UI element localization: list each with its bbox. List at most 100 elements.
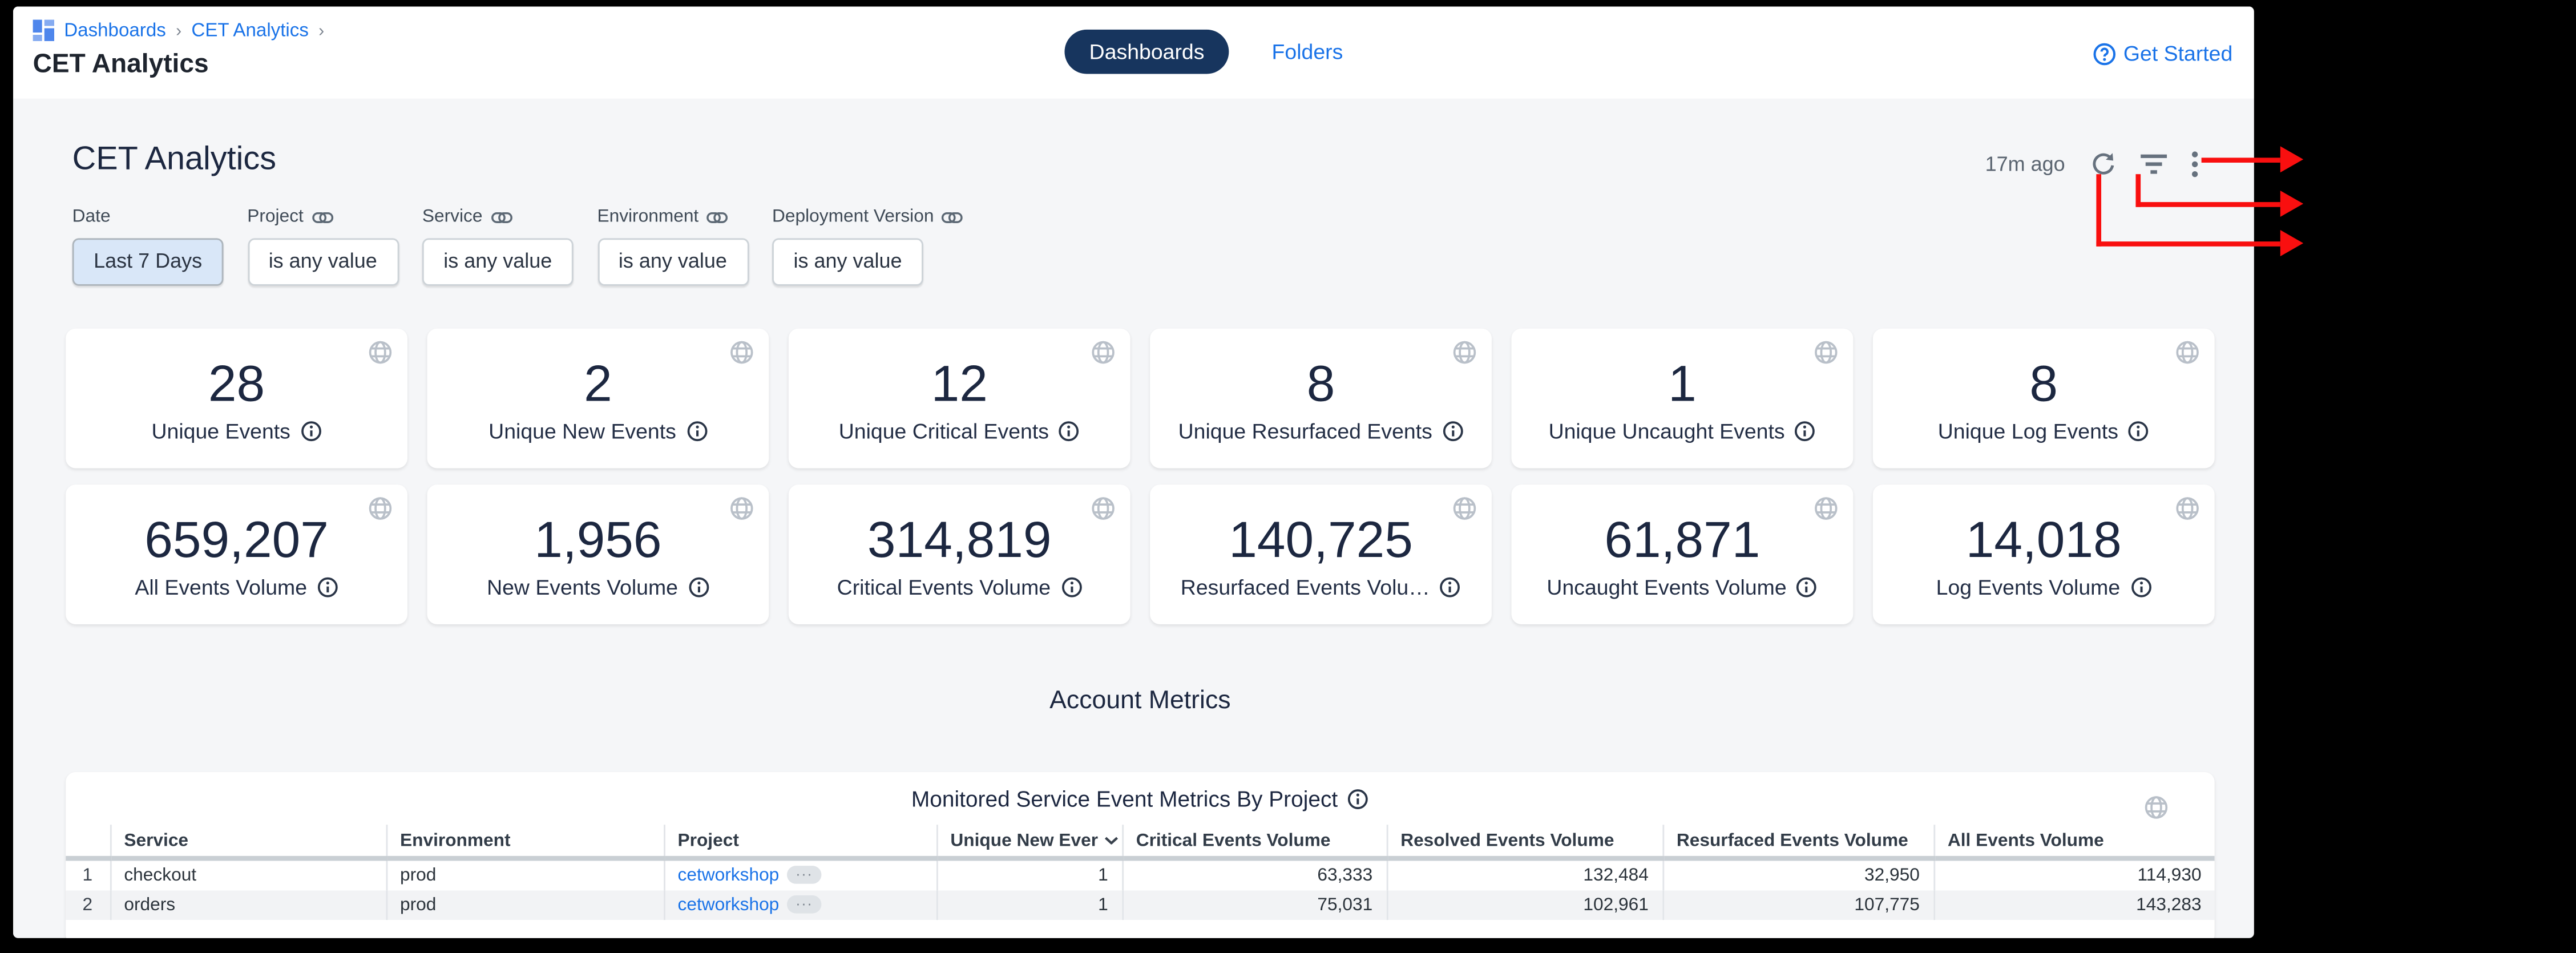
annotation-arrow-refresh-vline: [2096, 174, 2102, 247]
kpi-tile-unique-critical-events: 12 Unique Critical Events: [788, 328, 1130, 469]
kpi-tile-grid: 28 Unique Events 2 Unique New Events 12 …: [66, 328, 2215, 624]
filter-service-value-button[interactable]: is any value: [422, 238, 574, 286]
col-resurfaced-events-volume[interactable]: Resurfaced Events Volume: [1661, 825, 1934, 861]
info-icon[interactable]: [2128, 421, 2149, 442]
filter-environment-value-button[interactable]: is any value: [597, 238, 749, 286]
kpi-value: 14,018: [1965, 511, 2122, 569]
globe-icon[interactable]: [729, 340, 754, 373]
kpi-value: 2: [584, 354, 612, 413]
top-bar: Dashboards › CET Analytics › CET Analyti…: [13, 6, 2254, 99]
breadcrumb: Dashboards › CET Analytics ›: [33, 19, 324, 41]
kpi-tile-resurfaced-events-volume: 140,725 Resurfaced Events Volu…: [1150, 484, 1492, 624]
globe-icon[interactable]: [1814, 340, 1838, 373]
col-resolved-events-volume[interactable]: Resolved Events Volume: [1386, 825, 1663, 861]
more-pill[interactable]: ···: [787, 895, 821, 914]
filter-bar: Date Last 7 Days Project is any value Se…: [72, 207, 986, 286]
col-all-events-volume[interactable]: All Events Volume: [1932, 825, 2215, 861]
refresh-icon[interactable]: [2090, 151, 2116, 177]
cell-unique-new: 1: [935, 858, 1123, 891]
info-icon[interactable]: [317, 576, 338, 597]
kpi-tile-all-events-volume: 659,207 All Events Volume: [66, 484, 407, 624]
kpi-label: All Events Volume: [135, 575, 308, 600]
cell-unique-new: 1: [935, 890, 1123, 920]
info-icon[interactable]: [1347, 789, 1368, 810]
col-critical-events-volume[interactable]: Critical Events Volume: [1121, 825, 1387, 861]
dashboard-area: CET Analytics 17m ago Date: [13, 98, 2254, 938]
info-icon[interactable]: [688, 576, 709, 597]
filter-service: Service is any value: [422, 207, 597, 286]
tab-dashboards[interactable]: Dashboards: [1064, 29, 1229, 74]
dashboards-grid-icon: [33, 19, 55, 41]
globe-icon[interactable]: [1452, 340, 1477, 373]
globe-icon[interactable]: [2144, 795, 2169, 828]
filter-date-value-button[interactable]: Last 7 Days: [72, 238, 224, 286]
col-service[interactable]: Service: [109, 825, 386, 861]
kpi-tile-unique-uncaught-events: 1 Unique Uncaught Events: [1511, 328, 1854, 469]
globe-icon[interactable]: [1091, 340, 1116, 373]
page-title: CET Analytics: [33, 51, 209, 79]
info-icon[interactable]: [2130, 576, 2151, 597]
filter-project: Project is any value: [247, 207, 422, 286]
filter-date: Date Last 7 Days: [72, 207, 248, 286]
info-icon[interactable]: [300, 421, 321, 442]
kpi-value: 1,956: [534, 511, 662, 569]
globe-icon[interactable]: [1814, 496, 1838, 529]
info-icon[interactable]: [1795, 421, 1816, 442]
info-icon[interactable]: [1796, 576, 1818, 597]
globe-icon[interactable]: [729, 496, 754, 529]
cell-environment: prod: [385, 890, 664, 920]
last-refresh-time: 17m ago: [1985, 152, 2065, 176]
globe-icon[interactable]: [368, 340, 393, 373]
link-icon: [491, 211, 512, 223]
globe-icon[interactable]: [2175, 496, 2200, 529]
globe-icon[interactable]: [1452, 496, 1477, 529]
globe-icon[interactable]: [368, 496, 393, 529]
sort-desc-icon: [1105, 836, 1120, 844]
cell-resurfaced: 107,775: [1661, 890, 1934, 920]
more-pill[interactable]: ···: [787, 866, 821, 884]
app-window: Dashboards › CET Analytics › CET Analyti…: [13, 6, 2254, 938]
kpi-label: Resurfaced Events Volu…: [1180, 575, 1430, 600]
filters-icon[interactable]: [2141, 154, 2167, 175]
cell-critical: 63,333: [1121, 858, 1387, 891]
info-icon[interactable]: [1442, 421, 1463, 442]
kpi-label: Critical Events Volume: [837, 575, 1051, 600]
kpi-value: 8: [2029, 354, 2058, 413]
info-icon[interactable]: [1060, 576, 1081, 597]
tab-folders[interactable]: Folders: [1271, 39, 1343, 64]
get-started-link[interactable]: Get Started: [2092, 41, 2232, 66]
filter-project-value-button[interactable]: is any value: [247, 238, 399, 286]
kpi-value: 61,871: [1604, 511, 1761, 569]
kpi-tile-unique-resurfaced-events: 8 Unique Resurfaced Events: [1150, 328, 1492, 469]
annotation-arrow-kebab-line: [2201, 158, 2280, 163]
info-icon[interactable]: [1440, 576, 1461, 597]
kpi-label: Unique Resurfaced Events: [1178, 419, 1432, 444]
breadcrumb-dashboards-link[interactable]: Dashboards: [64, 20, 166, 41]
filter-deployment-version-value-button[interactable]: is any value: [772, 238, 923, 286]
kpi-label: Uncaught Events Volume: [1547, 575, 1787, 600]
annotation-arrow-refresh-head: [2280, 230, 2304, 257]
annotation-arrow-filter-vline: [2135, 174, 2141, 207]
col-environment[interactable]: Environment: [385, 825, 664, 861]
table-row: 1 checkout prod cetworkshop ··· 1 63,333 …: [66, 858, 2215, 891]
project-link[interactable]: cetworkshop: [677, 866, 780, 886]
cell-all: 143,283: [1932, 890, 2215, 920]
col-project[interactable]: Project: [663, 825, 936, 861]
cell-project: cetworkshop ···: [663, 858, 936, 891]
link-icon: [312, 211, 333, 223]
annotation-arrow-kebab-head: [2280, 146, 2304, 173]
table-title: Monitored Service Event Metrics By Proje…: [911, 786, 1338, 812]
breadcrumb-current-link[interactable]: CET Analytics: [191, 20, 309, 41]
col-unique-new-events[interactable]: Unique New Ever: [935, 825, 1123, 861]
filter-service-label: Service: [422, 207, 597, 227]
kpi-label: Unique Uncaught Events: [1548, 419, 1785, 444]
project-link[interactable]: cetworkshop: [677, 895, 780, 915]
info-icon[interactable]: [1059, 421, 1080, 442]
cell-project: cetworkshop ···: [663, 890, 936, 920]
kebab-menu-icon[interactable]: [2191, 151, 2198, 177]
globe-icon[interactable]: [2175, 340, 2200, 373]
info-icon[interactable]: [686, 421, 707, 442]
globe-icon[interactable]: [1091, 496, 1116, 529]
table-row: 2 orders prod cetworkshop ··· 1 75,031 10…: [66, 890, 2215, 920]
